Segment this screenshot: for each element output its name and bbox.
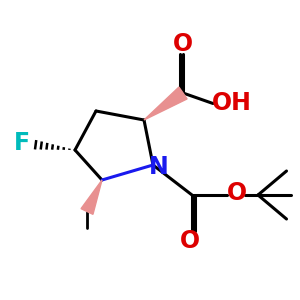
Polygon shape xyxy=(81,180,102,214)
Text: O: O xyxy=(173,32,193,56)
Text: OH: OH xyxy=(212,92,251,116)
Polygon shape xyxy=(144,87,187,120)
Text: N: N xyxy=(148,154,168,178)
Text: O: O xyxy=(227,182,247,206)
Text: O: O xyxy=(179,230,200,254)
Text: F: F xyxy=(14,130,30,154)
